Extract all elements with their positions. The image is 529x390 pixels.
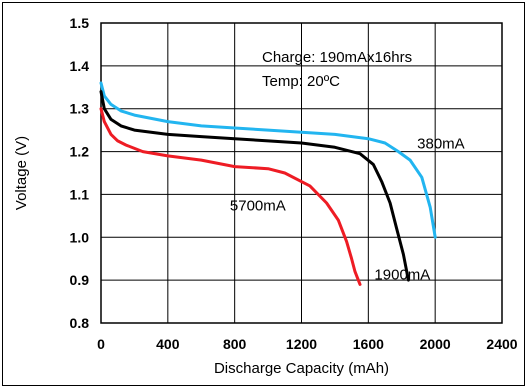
series-label-5700ma: 5700mA [230,197,286,214]
x-axis-title: Discharge Capacity (mAh) [214,360,389,377]
x-tick-label: 0 [97,336,105,352]
y-tick-label: 1.0 [70,229,90,245]
x-tick-label: 800 [223,336,247,352]
x-tick-label: 1600 [353,336,384,352]
y-tick-label: 1.2 [70,144,90,160]
annotations: 380mA 1900mA 5700mA Charge: 190mAx16hrs Temp… [230,49,465,283]
series-line-380ma [99,81,437,239]
y-tick-label: 1.1 [70,186,90,202]
series-lines [99,81,437,286]
x-tick-label: 2400 [486,336,517,352]
series-line-1900ma [99,90,410,282]
y-tick-label: 1.5 [70,15,90,31]
y-tick-label: 1.4 [70,58,90,74]
y-tick-label: 1.3 [70,101,90,117]
x-tick-label: 400 [156,336,180,352]
series-label-1900ma: 1900mA [374,266,430,283]
gridlines [101,23,502,323]
annotation-text: Temp: 20ºC [262,73,340,90]
x-tick-label: 1200 [286,336,317,352]
series-label-380ma: 380mA [417,136,465,153]
y-tick-label: 0.9 [70,272,90,288]
x-tick-label: 2000 [420,336,451,352]
y-tick-label: 0.8 [70,315,90,331]
series-line-5700ma [99,107,362,286]
annotation-text: Charge: 190mAx16hrs [262,49,412,66]
tick-labels: 0 400 800 1200 1600 2000 2400 0.8 0.9 1.0 1.1 1.2 1.… [70,15,518,352]
y-axis-title: Voltage (V) [13,136,30,210]
